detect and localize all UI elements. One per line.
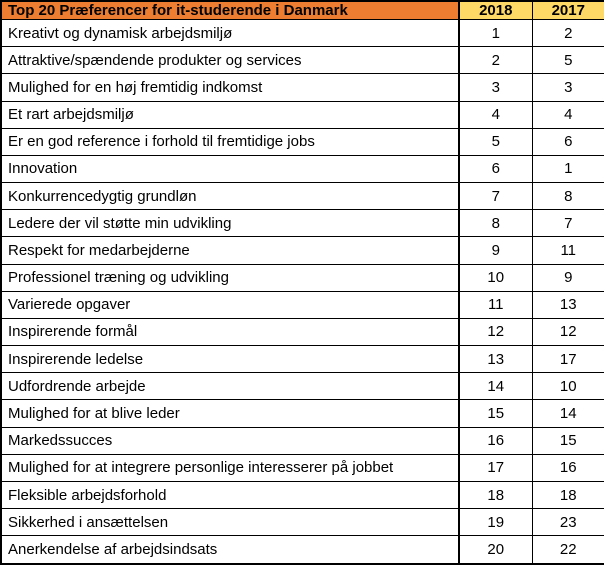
table-row: Ledere der vil støtte min udvikling 8 7 xyxy=(0,209,604,238)
rank-2017-cell: 12 xyxy=(531,317,604,347)
rank-2018-cell: 17 xyxy=(458,453,533,482)
row-label-cell: Innovation xyxy=(0,154,460,184)
rank-2018-cell: 12 xyxy=(458,317,533,347)
row-label-cell: Inspirerende formål xyxy=(0,317,460,347)
rank-2017-cell: 6 xyxy=(531,127,604,156)
table-row: Mulighed for en høj fremtidig indkomst 3… xyxy=(0,73,604,102)
row-label-cell: Er en god reference i forhold til fremti… xyxy=(0,127,460,156)
rank-2018-cell: 9 xyxy=(458,236,533,265)
row-label-cell: Respekt for medarbejderne xyxy=(0,236,460,265)
table-row: Respekt for medarbejderne 9 11 xyxy=(0,236,604,265)
rank-2017-cell: 7 xyxy=(531,209,604,238)
table-row: Inspirerende ledelse 13 17 xyxy=(0,345,604,374)
row-label-cell: Markedssucces xyxy=(0,426,460,455)
rank-2018-cell: 15 xyxy=(458,399,533,428)
row-label-cell: Ledere der vil støtte min udvikling xyxy=(0,209,460,238)
rank-2018-cell: 10 xyxy=(458,263,533,292)
rank-2018-cell: 6 xyxy=(458,154,533,184)
rank-2018-cell: 4 xyxy=(458,100,533,129)
rank-2017-cell: 23 xyxy=(531,508,604,537)
rank-2018-cell: 3 xyxy=(458,73,533,102)
rank-2017-cell: 14 xyxy=(531,399,604,428)
column-header-2018: 2018 xyxy=(458,0,533,20)
table-row: Innovation 6 1 xyxy=(0,154,604,184)
rank-2018-cell: 13 xyxy=(458,345,533,374)
header-row: Top 20 Præferencer for it-studerende i D… xyxy=(0,0,604,20)
table-row: Kreativt og dynamisk arbejdsmiljø 1 2 xyxy=(0,18,604,48)
rank-2018-cell: 19 xyxy=(458,508,533,537)
rank-2018-cell: 14 xyxy=(458,372,533,401)
table-row: Sikkerhed i ansættelsen 19 23 xyxy=(0,508,604,537)
rank-2018-cell: 7 xyxy=(458,182,533,211)
rank-2018-cell: 18 xyxy=(458,480,533,510)
row-label-cell: Inspirerende ledelse xyxy=(0,345,460,374)
column-header-2017: 2017 xyxy=(531,0,604,20)
rank-2018-cell: 1 xyxy=(458,18,533,48)
row-label-cell: Mulighed for at blive leder xyxy=(0,399,460,428)
rank-2018-cell: 5 xyxy=(458,127,533,156)
rank-2017-cell: 11 xyxy=(531,236,604,265)
table-row: Mulighed for at blive leder 15 14 xyxy=(0,399,604,428)
table-row: Mulighed for at integrere personlige int… xyxy=(0,453,604,482)
table-row: Udfordrende arbejde 14 10 xyxy=(0,372,604,401)
rank-2018-cell: 2 xyxy=(458,46,533,75)
rank-2017-cell: 3 xyxy=(531,73,604,102)
rank-2018-cell: 20 xyxy=(458,535,533,565)
row-label-cell: Et rart arbejdsmiljø xyxy=(0,100,460,129)
table-row: Anerkendelse af arbejdsindsats 20 22 xyxy=(0,535,604,565)
row-label-cell: Mulighed for en høj fremtidig indkomst xyxy=(0,73,460,102)
row-label-cell: Professionel træning og udvikling xyxy=(0,263,460,292)
row-label-cell: Fleksible arbejdsforhold xyxy=(0,480,460,510)
row-label-cell: Udfordrende arbejde xyxy=(0,372,460,401)
table-row: Inspirerende formål 12 12 xyxy=(0,317,604,347)
rank-2018-cell: 16 xyxy=(458,426,533,455)
table-title: Top 20 Præferencer for it-studerende i D… xyxy=(0,0,460,20)
table-row: Professionel træning og udvikling 10 9 xyxy=(0,263,604,292)
rank-2017-cell: 13 xyxy=(531,290,604,319)
table-row: Et rart arbejdsmiljø 4 4 xyxy=(0,100,604,129)
table-body: Kreativt og dynamisk arbejdsmiljø 1 2 At… xyxy=(0,18,604,565)
rank-2017-cell: 18 xyxy=(531,480,604,510)
row-label-cell: Mulighed for at integrere personlige int… xyxy=(0,453,460,482)
rank-2017-cell: 8 xyxy=(531,182,604,211)
row-label-cell: Varierede opgaver xyxy=(0,290,460,319)
row-label-cell: Konkurrencedygtig grundløn xyxy=(0,182,460,211)
rank-2017-cell: 15 xyxy=(531,426,604,455)
row-label-cell: Attraktive/spændende produkter og servic… xyxy=(0,46,460,75)
table-row: Er en god reference i forhold til fremti… xyxy=(0,127,604,156)
rank-2017-cell: 5 xyxy=(531,46,604,75)
rank-2017-cell: 22 xyxy=(531,535,604,565)
row-label-cell: Sikkerhed i ansættelsen xyxy=(0,508,460,537)
table-row: Fleksible arbejdsforhold 18 18 xyxy=(0,480,604,510)
rank-2018-cell: 8 xyxy=(458,209,533,238)
rank-2017-cell: 17 xyxy=(531,345,604,374)
rank-2018-cell: 11 xyxy=(458,290,533,319)
table-row: Markedssucces 16 15 xyxy=(0,426,604,455)
rank-2017-cell: 2 xyxy=(531,18,604,48)
rank-2017-cell: 10 xyxy=(531,372,604,401)
rank-2017-cell: 9 xyxy=(531,263,604,292)
rank-2017-cell: 1 xyxy=(531,154,604,184)
row-label-cell: Anerkendelse af arbejdsindsats xyxy=(0,535,460,565)
table-row: Attraktive/spændende produkter og servic… xyxy=(0,46,604,75)
rank-2017-cell: 16 xyxy=(531,453,604,482)
table-row: Konkurrencedygtig grundløn 7 8 xyxy=(0,182,604,211)
rank-2017-cell: 4 xyxy=(531,100,604,129)
table-row: Varierede opgaver 11 13 xyxy=(0,290,604,319)
row-label-cell: Kreativt og dynamisk arbejdsmiljø xyxy=(0,18,460,48)
